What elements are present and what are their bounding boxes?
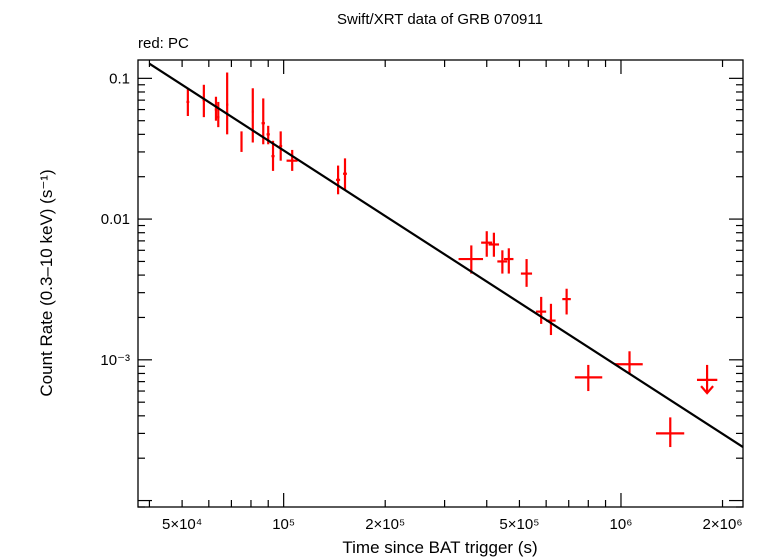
fit-line-layer [148, 62, 744, 448]
plot-frame [137, 59, 744, 508]
data-point [504, 248, 514, 274]
fit-line [148, 62, 744, 448]
data-point [240, 131, 243, 152]
data-point [251, 88, 254, 143]
data-point [214, 96, 218, 121]
chart-title: Swift/XRT data of GRB 070911 [337, 11, 543, 28]
data-point [546, 303, 556, 336]
data-point [271, 140, 275, 171]
data-point [186, 88, 190, 117]
x-tick-label: 10⁶ [610, 516, 633, 533]
axis-ticks: 5×10⁴ 10⁵ 2×10⁵ 5×10⁵ 10⁶ 2×10⁶ 0.1 0.01 10⁻³ [100, 60, 743, 533]
data-point [336, 165, 341, 195]
data-point [536, 296, 547, 324]
y-tick-label: 10⁻³ [100, 352, 130, 369]
data-point [458, 245, 484, 274]
y-tick-label: 0.01 [101, 211, 130, 228]
data-point [562, 288, 571, 315]
data-point [520, 259, 533, 287]
y-tick-label: 0.1 [109, 70, 130, 87]
x-tick-label: 10⁵ [272, 516, 295, 533]
y-axis-label: Count Rate (0.3–10 keV) (s⁻¹) [37, 169, 56, 396]
plot-area [137, 59, 744, 508]
data-point [481, 231, 493, 257]
data-point [574, 364, 603, 392]
chart-subtitle: red: PC [138, 35, 189, 52]
data-point [615, 351, 643, 375]
data-point [488, 232, 500, 257]
x-axis-label: Time since BAT trigger (s) [342, 538, 537, 557]
data-points [186, 72, 718, 448]
x-tick-label: 2×10⁵ [365, 516, 405, 533]
x-tick-label: 5×10⁵ [499, 516, 539, 533]
upper-limit-arrow [700, 385, 714, 395]
x-tick-label: 5×10⁴ [162, 516, 202, 533]
data-point [226, 72, 229, 135]
data-point [286, 149, 298, 171]
data-point [202, 84, 206, 118]
data-point [217, 101, 220, 128]
data-point [655, 417, 685, 448]
upper-limit-point [696, 364, 718, 395]
data-point [279, 131, 283, 161]
x-tick-label: 2×10⁶ [703, 516, 743, 533]
data-point [343, 158, 347, 191]
data-point [497, 250, 508, 274]
